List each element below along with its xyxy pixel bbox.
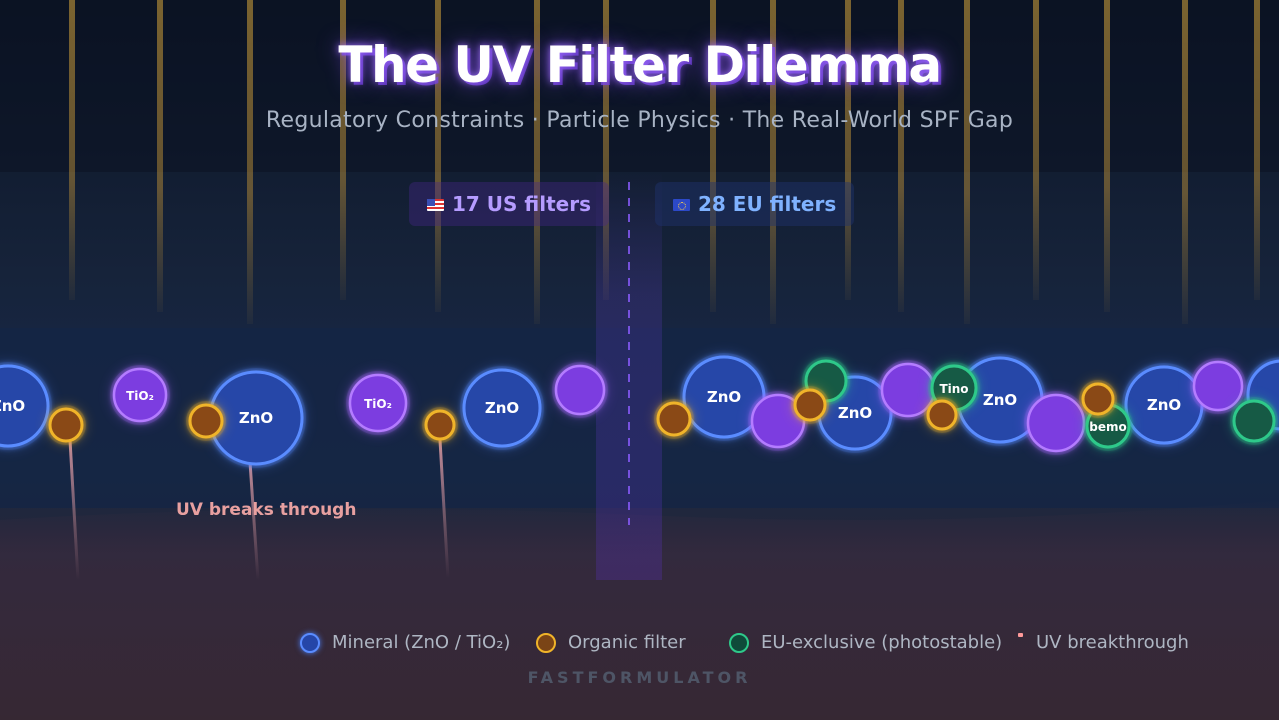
brand-wordmark: FASTFORMULATOR bbox=[527, 668, 752, 687]
organic-particle bbox=[924, 397, 960, 433]
uv-rays bbox=[69, 0, 1260, 324]
uv-ray bbox=[69, 0, 75, 300]
uv-ray bbox=[603, 0, 609, 300]
tio2-particle: TiO₂ bbox=[110, 365, 170, 425]
tio2-particle bbox=[1024, 391, 1088, 455]
legend-label-organic: Organic filter bbox=[568, 632, 686, 653]
filter-particles: ZnO ZnO ZnO TiO₂ TiO₂ ZnO ZnO ZnO ZnO Tino bemo bbox=[0, 353, 1279, 468]
uv-ray bbox=[1033, 0, 1039, 300]
legend-label-uv: UV breakthrough bbox=[1036, 632, 1189, 653]
mineral-swatch bbox=[300, 633, 320, 653]
uv-breakthrough-line bbox=[68, 439, 80, 581]
page-title: The UV Filter Dilemma bbox=[338, 36, 942, 94]
uv-breakthrough-line bbox=[438, 439, 450, 579]
particle-label: ZnO bbox=[1147, 396, 1181, 414]
uv-breakthrough-line bbox=[248, 461, 260, 581]
particle-label: Tino bbox=[939, 382, 968, 396]
particle-label: ZnO bbox=[707, 388, 741, 406]
uv-breakthrough-swatch bbox=[1018, 633, 1023, 637]
zno-particle: ZnO bbox=[1122, 363, 1206, 447]
organic-swatch bbox=[536, 633, 556, 653]
uv-ray bbox=[845, 0, 851, 300]
uv-ray bbox=[1104, 0, 1110, 312]
uv-ray bbox=[1182, 0, 1188, 324]
legend-label-eu-exclusive: EU-exclusive (photostable) bbox=[761, 632, 1003, 653]
legend-label-mineral: Mineral (ZnO / TiO₂) bbox=[332, 632, 511, 653]
tio2-particle: TiO₂ bbox=[346, 371, 410, 435]
uv-ray bbox=[247, 0, 253, 324]
tio2-particle bbox=[878, 360, 938, 420]
uv-breaks-through-label: UV breaks through bbox=[176, 500, 357, 520]
eu-flag-icon bbox=[673, 199, 690, 211]
zno-particle: ZnO bbox=[206, 368, 306, 468]
uv-ray bbox=[534, 0, 540, 324]
eu-badge-label: 28 EU filters bbox=[698, 192, 837, 216]
organic-particle bbox=[186, 401, 226, 441]
particle-label: ZnO bbox=[239, 409, 273, 427]
uv-ray bbox=[770, 0, 776, 324]
particle-label: ZnO bbox=[983, 391, 1017, 409]
eu-filter-badge: 28 EU filters bbox=[655, 182, 855, 226]
eu-exclusive-particle bbox=[1230, 397, 1278, 445]
particle-label: ZnO bbox=[0, 397, 25, 415]
uv-ray bbox=[157, 0, 163, 312]
organic-particle bbox=[654, 399, 694, 439]
uv-ray bbox=[898, 0, 904, 312]
uv-ray bbox=[964, 0, 970, 324]
uv-ray bbox=[435, 0, 441, 312]
zno-particle: ZnO bbox=[460, 366, 544, 450]
us-badge-label: 17 US filters bbox=[452, 192, 591, 216]
particle-label: TiO₂ bbox=[364, 397, 392, 411]
zno-particle: ZnO bbox=[0, 362, 52, 450]
uv-breakthrough-lines bbox=[68, 439, 450, 581]
us-filter-badge: 17 US filters bbox=[409, 182, 609, 226]
organic-particle bbox=[791, 386, 829, 424]
uv-ray bbox=[340, 0, 346, 300]
organic-particle bbox=[1079, 380, 1117, 418]
particle-label: TiO₂ bbox=[126, 389, 154, 403]
organic-particle bbox=[422, 407, 458, 443]
eu-exclusive-swatch bbox=[729, 633, 749, 653]
particle-label: ZnO bbox=[838, 404, 872, 422]
uv-ray bbox=[710, 0, 716, 312]
sky-band bbox=[0, 0, 1279, 172]
particle-label: ZnO bbox=[485, 399, 519, 417]
particle-label: bemo bbox=[1089, 420, 1126, 434]
organic-particle bbox=[46, 405, 86, 445]
tio2-particle bbox=[1190, 358, 1246, 414]
skin-layer bbox=[0, 500, 1279, 720]
us-flag-icon bbox=[427, 199, 444, 211]
page-subtitle: Regulatory Constraints · Particle Physic… bbox=[265, 108, 1014, 133]
tio2-particle bbox=[552, 362, 608, 418]
uv-ray bbox=[1254, 0, 1260, 300]
zno-particle: ZnO bbox=[680, 353, 768, 441]
